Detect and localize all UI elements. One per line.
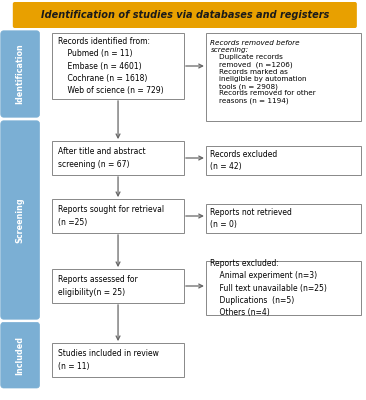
FancyBboxPatch shape xyxy=(52,343,184,377)
Text: Records excluded
(n = 42): Records excluded (n = 42) xyxy=(210,150,278,171)
FancyBboxPatch shape xyxy=(206,261,361,315)
Text: Reports not retrieved
(n = 0): Reports not retrieved (n = 0) xyxy=(210,208,292,229)
FancyBboxPatch shape xyxy=(52,33,184,99)
Text: Records removed before: Records removed before xyxy=(210,40,300,46)
FancyBboxPatch shape xyxy=(206,33,361,121)
Text: Studies included in review
(n = 11): Studies included in review (n = 11) xyxy=(58,349,159,371)
FancyBboxPatch shape xyxy=(1,31,40,117)
Text: Reports assessed for
eligibility(n = 25): Reports assessed for eligibility(n = 25) xyxy=(58,275,138,297)
Text: removed  (n =1206): removed (n =1206) xyxy=(210,62,293,68)
Text: Identification of studies via databases and registers: Identification of studies via databases … xyxy=(41,10,329,20)
Text: Records marked as: Records marked as xyxy=(210,69,288,75)
Text: reasons (n = 1194): reasons (n = 1194) xyxy=(210,98,289,104)
FancyBboxPatch shape xyxy=(52,269,184,303)
Text: Duplicate records: Duplicate records xyxy=(210,54,283,60)
Text: Reports excluded:
    Animal experiment (n=3)
    Full text unavailable (n=25)
 : Reports excluded: Animal experiment (n=3… xyxy=(210,258,327,318)
Text: Identification: Identification xyxy=(16,44,25,104)
Text: screening:: screening: xyxy=(210,47,249,53)
FancyBboxPatch shape xyxy=(1,121,40,319)
FancyBboxPatch shape xyxy=(206,146,361,175)
Text: Screening: Screening xyxy=(16,197,25,243)
FancyBboxPatch shape xyxy=(13,2,357,28)
Text: tools (n = 2908): tools (n = 2908) xyxy=(210,83,278,90)
FancyBboxPatch shape xyxy=(52,141,184,175)
Text: Records removed for other: Records removed for other xyxy=(210,90,316,96)
FancyBboxPatch shape xyxy=(1,322,40,388)
Text: Included: Included xyxy=(16,336,25,375)
FancyBboxPatch shape xyxy=(52,199,184,233)
FancyBboxPatch shape xyxy=(206,204,361,233)
Text: Records identified from:
    Pubmed (n = 11)
    Embase (n = 4601)
    Cochrane : Records identified from: Pubmed (n = 11)… xyxy=(58,36,164,96)
Text: Reports sought for retrieval
(n =25): Reports sought for retrieval (n =25) xyxy=(58,205,164,227)
Text: After title and abstract
screening (n = 67): After title and abstract screening (n = … xyxy=(58,147,146,169)
Text: ineligible by automation: ineligible by automation xyxy=(210,76,307,82)
